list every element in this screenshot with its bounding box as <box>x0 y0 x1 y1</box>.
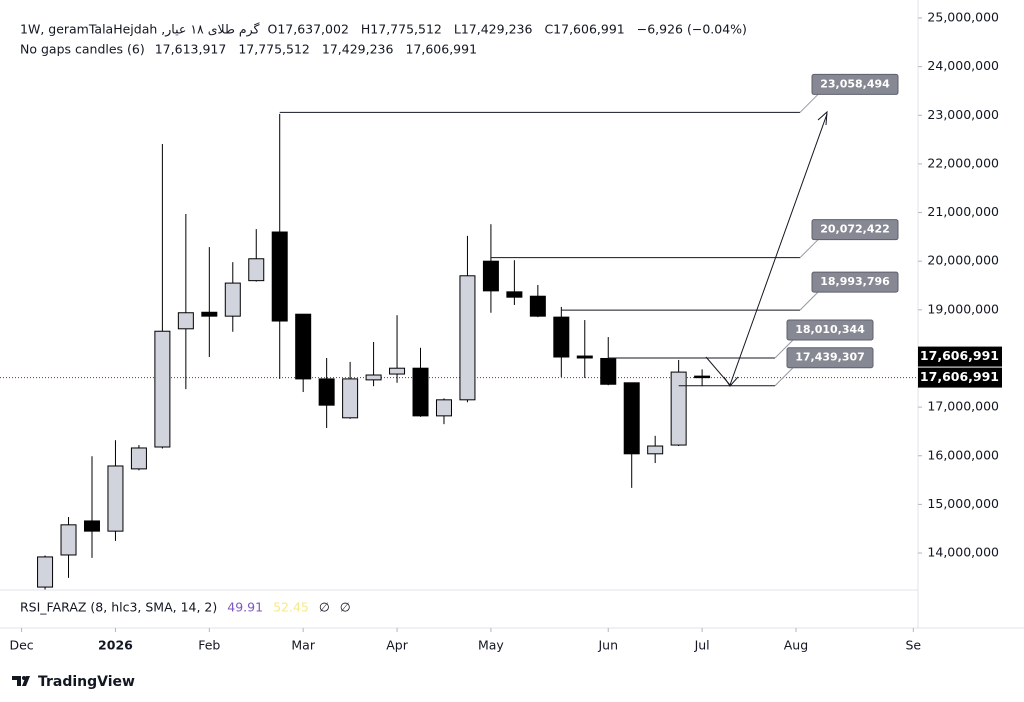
callout-pointer <box>799 239 819 259</box>
candle-body <box>177 312 194 330</box>
candle-body <box>412 367 429 417</box>
y-tick-label: 20,000,000 <box>927 253 999 268</box>
candle-body <box>435 399 452 417</box>
header-value: 17,775,512 <box>238 42 310 57</box>
arrow-path <box>705 113 828 386</box>
candle-body <box>60 524 77 556</box>
candle-body <box>271 231 288 322</box>
candle-body <box>154 330 171 448</box>
candle-body <box>553 316 570 358</box>
candle-body <box>318 378 335 406</box>
header-value: 17,429,236 <box>322 42 394 57</box>
header-value: 17,606,991 <box>405 42 477 57</box>
header-value: H17,775,512 <box>361 22 442 37</box>
y-tick-label: 23,000,000 <box>927 107 999 122</box>
callout-box <box>786 319 874 341</box>
y-tick-label: 16,000,000 <box>927 447 999 462</box>
header-value: L17,429,236 <box>454 22 533 37</box>
y-tick-label: 25,000,000 <box>927 9 999 24</box>
candle-body <box>107 465 124 532</box>
candle-body <box>694 375 711 379</box>
header-value: O17,637,002 <box>267 22 348 37</box>
candle-body <box>201 311 218 317</box>
indicator-values: 17,613,917 17,775,512 17,429,236 17,606,991 <box>155 42 477 57</box>
rsi-values: 49.91 52.45 ∅ ∅ <box>227 600 350 615</box>
candle-body <box>224 282 241 317</box>
candle-body <box>647 445 664 455</box>
callout-pointer <box>799 291 819 311</box>
x-tick-label: Se <box>905 638 921 653</box>
y-tick-label: 21,000,000 <box>927 204 999 219</box>
arrow-head <box>817 110 828 126</box>
callout-box <box>786 347 874 369</box>
last-price-label: 17,606,991 <box>920 369 999 384</box>
y-tick-label: 19,000,000 <box>927 301 999 316</box>
callout-label: 18,993,796 <box>820 275 890 288</box>
candle-body <box>365 374 382 381</box>
x-tick-label: Aug <box>784 638 808 653</box>
logo <box>12 676 30 686</box>
header-value: 17,613,917 <box>155 42 227 57</box>
candle-body <box>482 260 499 292</box>
candle-body <box>389 367 406 375</box>
candle-body <box>295 313 312 380</box>
x-tick-label: 2026 <box>98 638 133 653</box>
callout-box <box>811 271 899 293</box>
header-value: 52.45 <box>273 600 309 615</box>
callout-box <box>811 73 899 95</box>
x-tick-label: Jul <box>694 638 710 653</box>
callout-label: 20,072,422 <box>820 223 890 236</box>
last-price-box <box>918 346 1002 367</box>
footer-brand: TradingView <box>38 674 135 690</box>
ohlc-header: O17,637,002 H17,775,512 L17,429,236 C17,606… <box>267 22 746 37</box>
plot <box>0 113 918 590</box>
candle-body <box>342 378 359 419</box>
last-price-box <box>918 367 1002 388</box>
header-value: C17,606,991 <box>544 22 624 37</box>
header-value: −6,926 (−0.04%) <box>637 22 747 37</box>
callout-label: 17,439,307 <box>795 351 865 364</box>
indicator-name: No gaps candles (6) <box>20 42 145 57</box>
candle-body <box>37 556 54 588</box>
x-tick-label: Jun <box>597 638 618 653</box>
symbol: گرم طلای ۱۸ عیار, 1W, geramTalaHejdah <box>20 22 260 38</box>
x-tick-label: May <box>478 638 504 653</box>
candle-body <box>83 520 100 532</box>
candle-body <box>529 295 546 317</box>
candle-body <box>623 382 640 455</box>
x-tick-label: Feb <box>198 638 220 653</box>
candle-body <box>459 275 476 401</box>
candle-body <box>600 357 617 385</box>
callout-box <box>811 219 899 241</box>
callout-pointer <box>799 94 819 113</box>
rsi-name: RSI_FARAZ (8, hlc3, SMA, 14, 2) <box>20 600 217 615</box>
header-value: ∅ <box>319 600 330 615</box>
y-tick-label: 17,000,000 <box>927 399 999 414</box>
candle-body <box>130 447 147 470</box>
callout-pointer <box>774 339 794 359</box>
x-tick-label: Apr <box>386 638 408 653</box>
callout-pointer <box>774 367 794 387</box>
candle-body <box>670 371 687 446</box>
header-value: 49.91 <box>227 600 263 615</box>
y-tick-label: 14,000,000 <box>927 545 999 560</box>
last-price-label: 17,606,991 <box>920 348 999 363</box>
candle-body <box>576 355 593 359</box>
x-tick-label: Mar <box>291 638 315 653</box>
candle-body <box>506 291 523 298</box>
y-tick-label: 15,000,000 <box>927 496 999 511</box>
logo-dot <box>22 676 26 680</box>
callout-label: 18,010,344 <box>795 323 865 336</box>
y-tick-label: 24,000,000 <box>927 58 999 73</box>
header-value: ∅ <box>340 600 351 615</box>
candle-body <box>248 258 265 282</box>
y-tick-label: 22,000,000 <box>927 155 999 170</box>
callout-label: 23,058,494 <box>820 77 890 90</box>
x-tick-label: Dec <box>9 638 33 653</box>
